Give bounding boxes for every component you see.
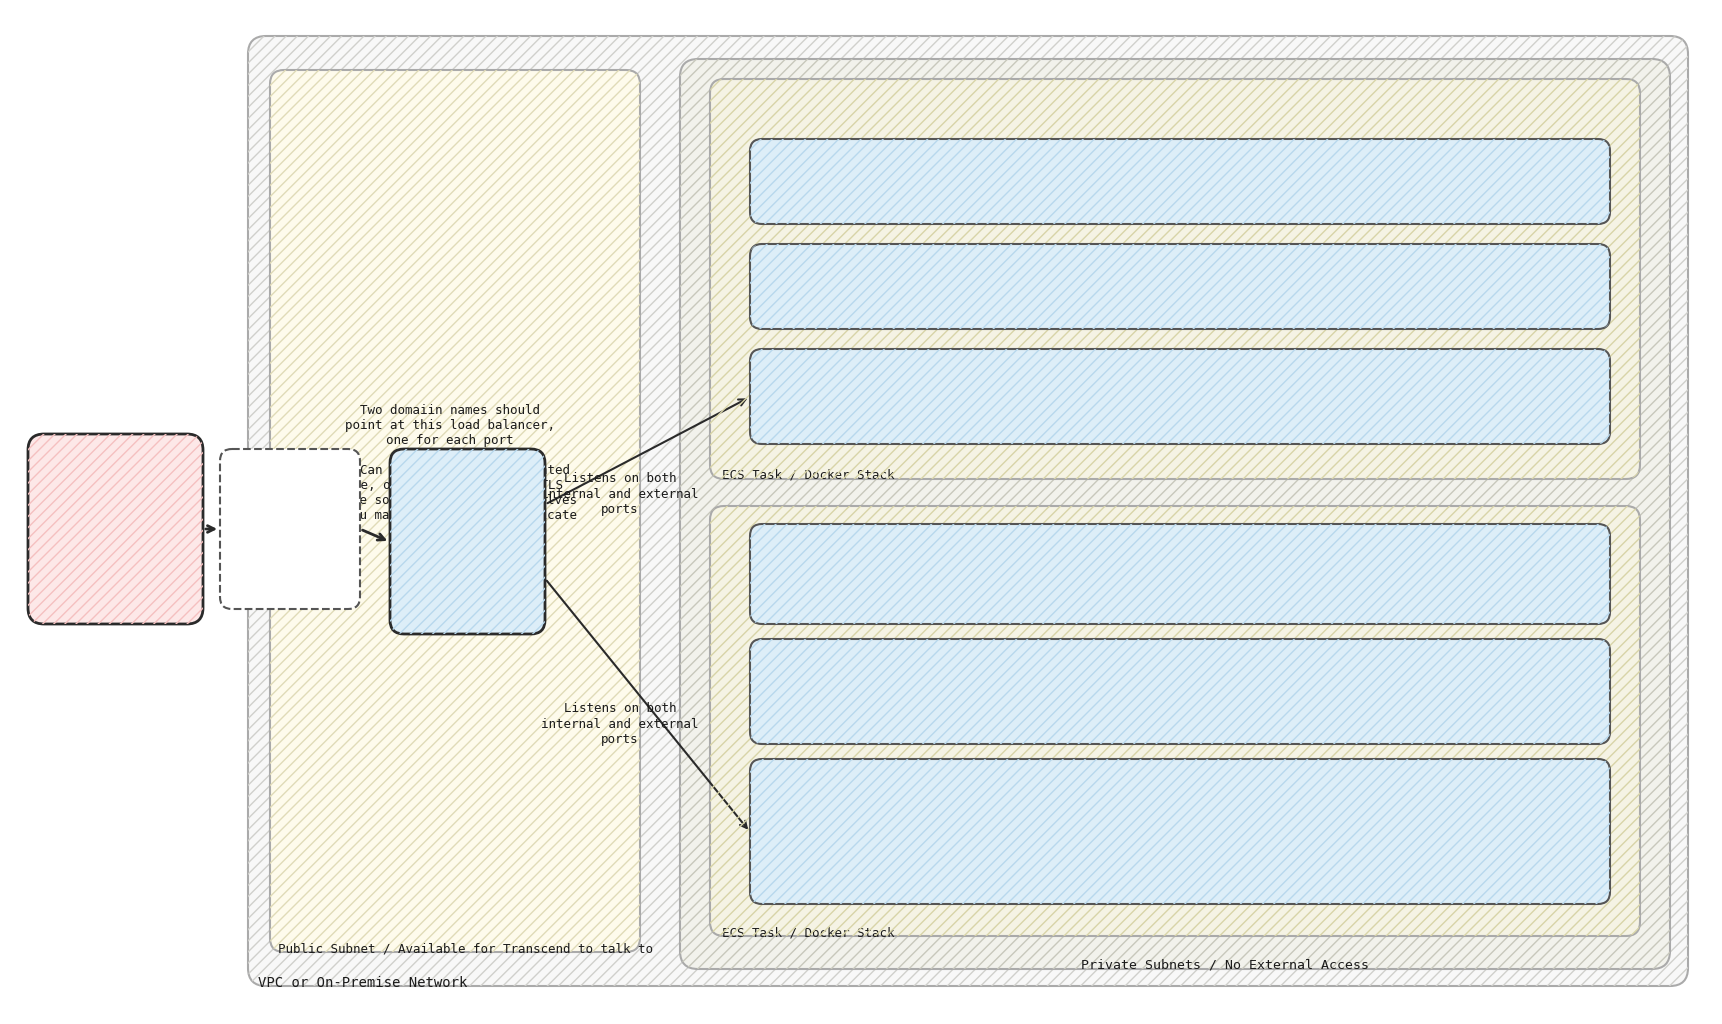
FancyBboxPatch shape — [28, 434, 203, 624]
FancyBboxPatch shape — [709, 506, 1639, 936]
Text: Optional: Datadog or other log
agent container
(0.5 CPU, 1GB mem): Optional: Datadog or other log agent con… — [1061, 671, 1300, 714]
Text: Can talk
to the external
port only: Can talk to the external port only — [234, 508, 346, 551]
FancyBboxPatch shape — [270, 70, 641, 952]
Text: ECS Task / Docker Stack: ECS Task / Docker Stack — [722, 926, 894, 939]
Text: Optional: FluentBit / Firelens log
forwarding container
(0.25 CPU, 0.25GB mem): Optional: FluentBit / Firelens log forwa… — [1052, 553, 1307, 596]
FancyBboxPatch shape — [751, 349, 1610, 444]
Text: ECS Task / Docker Stack: ECS Task / Docker Stack — [722, 469, 894, 482]
Text: Sombra Container: Sombra Container — [1107, 389, 1254, 404]
FancyBboxPatch shape — [680, 59, 1670, 969]
FancyBboxPatch shape — [248, 36, 1688, 986]
Text: Optional: Datadog Agent
container: Optional: Datadog Agent container — [1083, 272, 1276, 302]
Text: Listens on both
internal and external
ports: Listens on both internal and external po… — [541, 702, 699, 745]
FancyBboxPatch shape — [389, 449, 544, 634]
FancyBboxPatch shape — [751, 759, 1610, 904]
Text: VPC or On-Premise Network: VPC or On-Premise Network — [258, 976, 467, 990]
Text: Listens on both
internal and external
ports: Listens on both internal and external po… — [541, 472, 699, 515]
Text: Sombra Container
(2CPU, 4GB mem, 20GB
storage): Sombra Container (2CPU, 4GB mem, 20GB st… — [1097, 809, 1264, 855]
FancyBboxPatch shape — [751, 524, 1610, 624]
Text: Private Subnets / No External Access: Private Subnets / No External Access — [1081, 959, 1369, 972]
FancyBboxPatch shape — [220, 449, 360, 609]
FancyBboxPatch shape — [751, 139, 1610, 224]
Text: Load Balancer: Load Balancer — [408, 535, 527, 550]
Text: Two domaiin names should
point at this load balancer,
one for each port

SSL Can: Two domaiin names should point at this l… — [322, 404, 577, 537]
FancyBboxPatch shape — [751, 639, 1610, 744]
Text: Optional: FluentBit / Firelens log
forwarding container: Optional: FluentBit / Firelens log forwa… — [1038, 167, 1322, 197]
FancyBboxPatch shape — [709, 79, 1639, 479]
Text: Transcend's Backend: Transcend's Backend — [36, 522, 195, 536]
Text: Public Subnet / Available for Transcend to talk to: Public Subnet / Available for Transcend … — [277, 942, 653, 955]
FancyBboxPatch shape — [751, 244, 1610, 329]
